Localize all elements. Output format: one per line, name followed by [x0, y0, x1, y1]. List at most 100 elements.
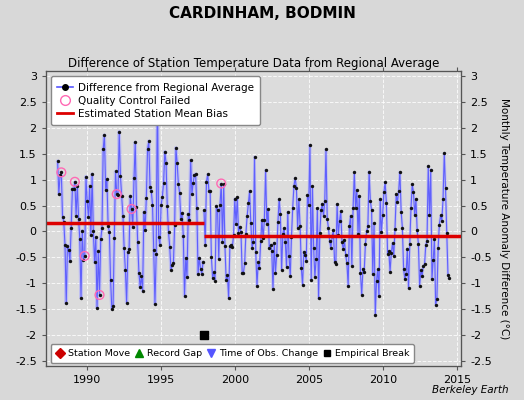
Point	[396, 169, 404, 175]
Point	[95, 292, 104, 298]
Point	[110, 235, 118, 241]
Point	[223, 272, 232, 278]
Point	[85, 182, 94, 189]
Point	[149, 246, 158, 253]
Point	[144, 146, 152, 153]
Point	[418, 272, 427, 279]
Point	[428, 276, 436, 282]
Point	[216, 202, 224, 208]
Point	[323, 216, 331, 222]
Point	[365, 168, 373, 175]
Point	[307, 277, 315, 283]
Point	[331, 259, 339, 265]
Point	[232, 221, 240, 228]
Point	[131, 139, 139, 146]
Point	[231, 196, 239, 202]
Point	[203, 171, 212, 178]
Point	[298, 282, 307, 288]
Point	[334, 232, 343, 238]
Point	[321, 198, 329, 204]
Point	[177, 216, 185, 222]
Point	[153, 84, 161, 90]
Point	[62, 300, 70, 306]
Point	[301, 252, 309, 258]
Point	[71, 179, 79, 185]
Point	[402, 271, 410, 278]
Point	[88, 171, 96, 177]
Point	[438, 218, 446, 224]
Point	[200, 207, 208, 214]
Point	[430, 236, 439, 242]
Point	[142, 195, 150, 201]
Point	[397, 208, 406, 215]
Point	[248, 245, 256, 252]
Point	[63, 242, 72, 249]
Point	[89, 228, 97, 234]
Point	[269, 286, 277, 292]
Point	[151, 301, 159, 307]
Point	[291, 175, 299, 181]
Point	[353, 187, 361, 193]
Point	[425, 212, 434, 219]
Point	[427, 166, 435, 173]
Point	[324, 225, 333, 231]
Point	[165, 229, 173, 236]
Point	[329, 227, 337, 234]
Point	[354, 231, 362, 237]
Point	[109, 302, 117, 309]
Point	[357, 292, 366, 298]
Point	[183, 274, 191, 280]
Point	[281, 239, 290, 246]
Point	[290, 183, 298, 189]
Point	[84, 214, 93, 220]
Point	[274, 219, 282, 225]
Point	[148, 201, 157, 208]
Point	[272, 252, 281, 258]
Point	[386, 268, 394, 275]
Point	[381, 179, 389, 186]
Point	[327, 244, 335, 251]
Point	[370, 220, 378, 226]
Point	[389, 252, 398, 259]
Point	[66, 258, 74, 265]
Point	[235, 223, 244, 230]
Point	[392, 191, 400, 198]
Point	[53, 158, 62, 164]
Point	[287, 234, 296, 240]
Point	[245, 188, 254, 194]
Point	[190, 172, 199, 178]
Point	[230, 232, 238, 239]
Point	[385, 248, 393, 254]
Point	[308, 183, 316, 190]
Point	[340, 237, 348, 244]
Point	[123, 300, 131, 306]
Point	[332, 260, 340, 267]
Point	[387, 250, 396, 256]
Point	[422, 242, 430, 248]
Point	[399, 266, 408, 272]
Point	[132, 204, 140, 211]
Point	[60, 218, 68, 225]
Point	[311, 274, 319, 280]
Point	[289, 204, 297, 211]
Point	[336, 208, 345, 214]
Point	[125, 246, 133, 252]
Point	[102, 186, 110, 193]
Point	[297, 265, 305, 272]
Point	[344, 283, 352, 289]
Point	[443, 230, 451, 236]
Point	[86, 232, 95, 238]
Point	[220, 181, 228, 188]
Point	[121, 266, 129, 273]
Point	[136, 284, 144, 290]
Point	[58, 214, 67, 220]
Point	[312, 255, 320, 262]
Point	[328, 233, 336, 240]
Point	[113, 191, 121, 197]
Point	[352, 205, 360, 212]
Point	[293, 224, 302, 231]
Point	[145, 138, 153, 144]
Point	[388, 240, 397, 246]
Point	[57, 169, 66, 176]
Point	[364, 223, 372, 230]
